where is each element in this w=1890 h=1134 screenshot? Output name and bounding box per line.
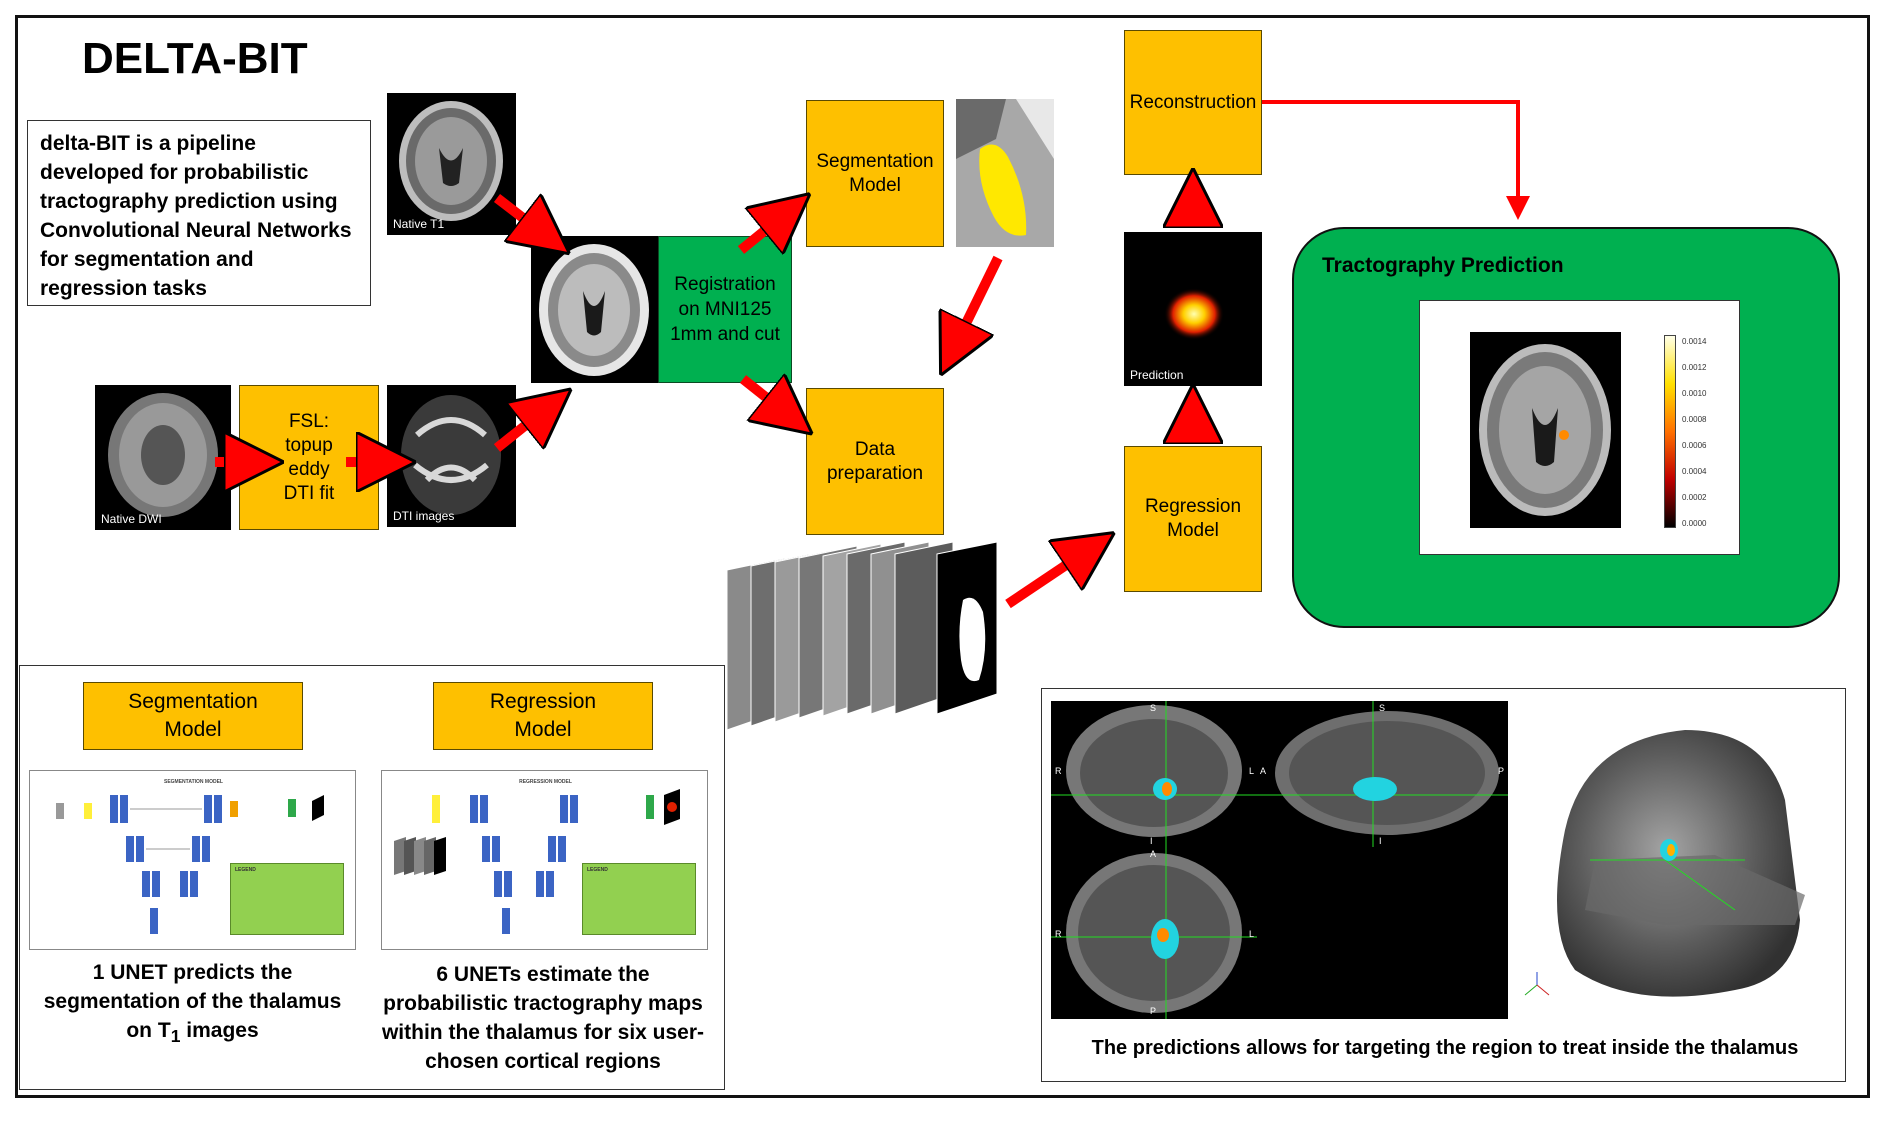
colorbar-tick-5: 0.0006: [1682, 441, 1707, 450]
segmentation-caption-text: 1 UNET predicts the segmentation of the …: [43, 961, 342, 1042]
tractography-prediction-title: Tractography Prediction: [1322, 254, 1564, 277]
regression-model-line-2: Model: [1167, 520, 1219, 541]
native-t1-image: Native T1: [387, 93, 516, 235]
segmentation-thumb-legend-title: LEGEND: [235, 867, 256, 873]
segmentation-model-box: Segmentation Model: [806, 100, 944, 247]
prediction-label: Prediction: [1130, 368, 1184, 382]
panel-segmentation-line-2: Model: [164, 718, 222, 741]
native-dwi-image: Native DWI: [95, 385, 231, 530]
segmentation-model-line-1: Segmentation: [816, 150, 934, 172]
viewer-caption: The predictions allows for targeting the…: [1091, 1037, 1799, 1059]
segmentation-unet-diagram: [56, 795, 324, 934]
coronal-inferior-label: I: [1150, 836, 1153, 846]
colorbar-tick-8: 0.0000: [1682, 519, 1707, 528]
volume-render-3d: [1524, 730, 1805, 997]
regression-model-thumbnail: REGRESSION MODEL LEGEND: [381, 770, 708, 950]
segmentation-output-image: [956, 99, 1054, 247]
segmentation-thumb-title: SEGMENTATION MODEL: [164, 779, 223, 785]
mni-template-image: [531, 236, 658, 383]
regression-unet-diagram: [394, 789, 680, 934]
regression-caption: 6 UNETs estimate the probabilistic tract…: [381, 963, 705, 1073]
panel-regression-label: Regression Model: [433, 682, 653, 750]
sagittal-superior-label: S: [1379, 703, 1386, 713]
segmentation-model-line-2: Model: [849, 174, 901, 196]
registration-box: Registration on MNI125 1mm and cut: [658, 236, 792, 383]
regression-thumb-legend: LEGEND: [582, 863, 696, 935]
coronal-view: [1051, 701, 1257, 847]
segmentation-caption-subscript: 1: [170, 1026, 181, 1047]
colorbar-tick-2: 0.0012: [1682, 363, 1707, 372]
registration-line-3: 1mm and cut: [670, 324, 780, 345]
fsl-line-2: topup: [285, 434, 333, 456]
sagittal-inferior-label: I: [1379, 836, 1382, 846]
description-box: delta-BIT is a pipeline developed for pr…: [27, 120, 371, 306]
fsl-line-4: DTI fit: [283, 482, 335, 504]
prediction-image: Prediction: [1124, 232, 1262, 386]
axial-posterior-label: P: [1150, 1006, 1157, 1016]
axial-right-label: R: [1055, 929, 1062, 939]
coronal-right-label: R: [1055, 766, 1062, 776]
segmentation-caption-tail: images: [180, 1019, 259, 1042]
registration-line-1: Registration: [674, 274, 776, 295]
panel-segmentation-line-1: Segmentation: [128, 690, 258, 713]
fsl-line-3: eddy: [288, 458, 330, 480]
fsl-line-1: FSL:: [288, 410, 330, 432]
segmentation-model-thumbnail: SEGMENTATION MODEL LEGEND: [29, 770, 356, 950]
sagittal-posterior-label: P: [1498, 766, 1505, 776]
prediction-heatmap: [1164, 288, 1224, 340]
reconstruction-box: Reconstruction: [1124, 30, 1262, 175]
native-t1-label: Native T1: [393, 217, 445, 231]
native-t1-brain: [399, 101, 503, 221]
figure-frame: [15, 15, 1870, 1098]
segmentation-caption: 1 UNET predicts the segmentation of the …: [40, 958, 345, 1051]
colorbar-tick-3: 0.0010: [1682, 389, 1707, 398]
fsl-box: FSL: topup eddy DTI fit: [239, 385, 379, 530]
colorbar-tick-7: 0.0002: [1682, 493, 1707, 502]
sagittal-anterior-label: A: [1260, 766, 1267, 776]
page-title: DELTA-BIT: [82, 34, 308, 83]
segmentation-thumb-legend: LEGEND: [230, 863, 344, 935]
empty-view: [1257, 847, 1508, 1019]
regression-thumb-title: REGRESSION MODEL: [519, 779, 572, 785]
regression-model-box: Regression Model: [1124, 446, 1262, 592]
axial-left-label: L: [1249, 929, 1255, 939]
native-dwi-brain: [108, 393, 218, 517]
sagittal-view: [1257, 701, 1508, 847]
data-preparation-line-1: Data: [854, 438, 896, 460]
tractography-result-card: 0.0014 0.0012 0.0010 0.0008 0.0006 0.000…: [1419, 300, 1740, 555]
panel-regression-line-1: Regression: [489, 690, 597, 713]
tractography-brain: [1479, 344, 1611, 516]
registration-line-2: on MNI125: [678, 299, 772, 320]
axial-slice: [1051, 847, 1257, 1019]
axial-anterior-label: A: [1150, 849, 1157, 859]
panel-segmentation-label: Segmentation Model: [83, 682, 303, 750]
regression-model-line-1: Regression: [1144, 496, 1242, 517]
panel-regression-line-2: Model: [514, 718, 572, 741]
colorbar-tick-4: 0.0008: [1682, 415, 1707, 424]
dti-brain: [401, 395, 501, 515]
regression-thumb-legend-title: LEGEND: [587, 867, 608, 873]
dti-label: DTI images: [393, 509, 455, 523]
colorbar-tick-1: 0.0014: [1682, 337, 1707, 346]
mni-brain: [539, 244, 649, 376]
thalamus-mask: [956, 99, 1054, 247]
input-slice-stack: [726, 541, 998, 731]
data-preparation-line-2: preparation: [826, 462, 924, 484]
coronal-left-label: L: [1249, 766, 1255, 776]
tractography-result-image: [1470, 332, 1621, 528]
data-preparation-box: Data preparation: [806, 388, 944, 535]
coronal-slice: [1051, 701, 1257, 847]
colorbar: [1664, 335, 1676, 528]
coronal-superior-label: S: [1150, 703, 1157, 713]
axial-view: [1051, 847, 1257, 1019]
dti-image: DTI images: [387, 385, 516, 527]
sagittal-slice: [1257, 701, 1508, 847]
colorbar-tick-6: 0.0004: [1682, 467, 1707, 476]
native-dwi-label: Native DWI: [101, 512, 162, 526]
